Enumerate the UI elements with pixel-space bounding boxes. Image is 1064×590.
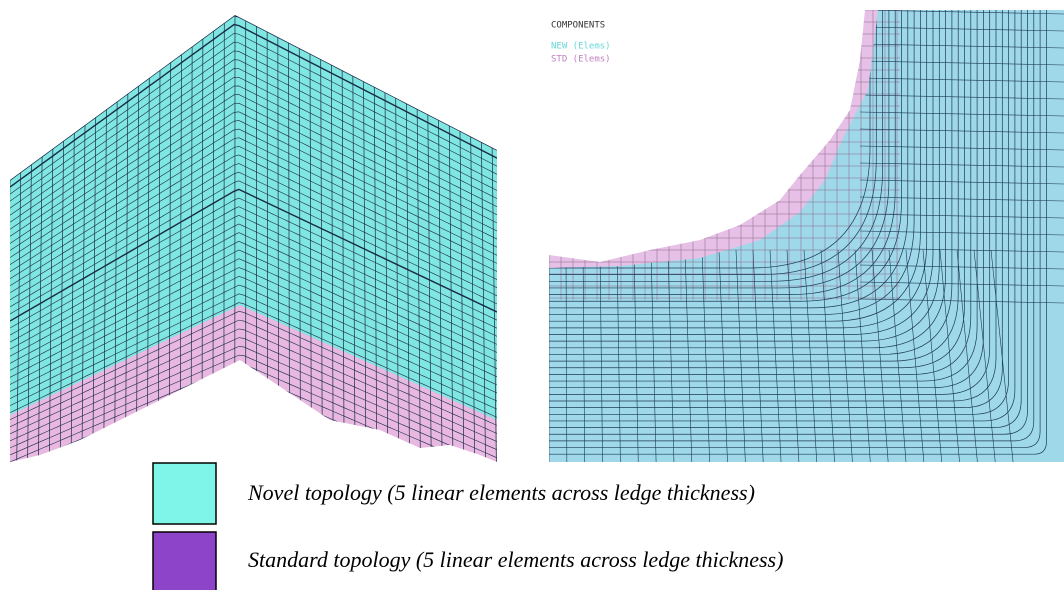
figure: COMPONENTS NEW (Elems) STD (Elems) Novel… xyxy=(0,0,1064,590)
component-item: STD (Elems) xyxy=(551,55,611,65)
right-mesh xyxy=(549,10,1064,462)
legend-swatch xyxy=(153,532,216,590)
legend-label: Standard topology (5 linear elements acr… xyxy=(248,547,783,572)
mesh-figure: COMPONENTS NEW (Elems) STD (Elems) Novel… xyxy=(0,0,1064,590)
mesh-line xyxy=(5,180,10,509)
left-mesh xyxy=(0,0,500,526)
legend-swatch xyxy=(153,463,216,524)
legend-label: Novel topology (5 linear elements across… xyxy=(247,480,755,505)
component-item: NEW (Elems) xyxy=(551,42,611,52)
components-title: COMPONENTS xyxy=(551,21,605,31)
